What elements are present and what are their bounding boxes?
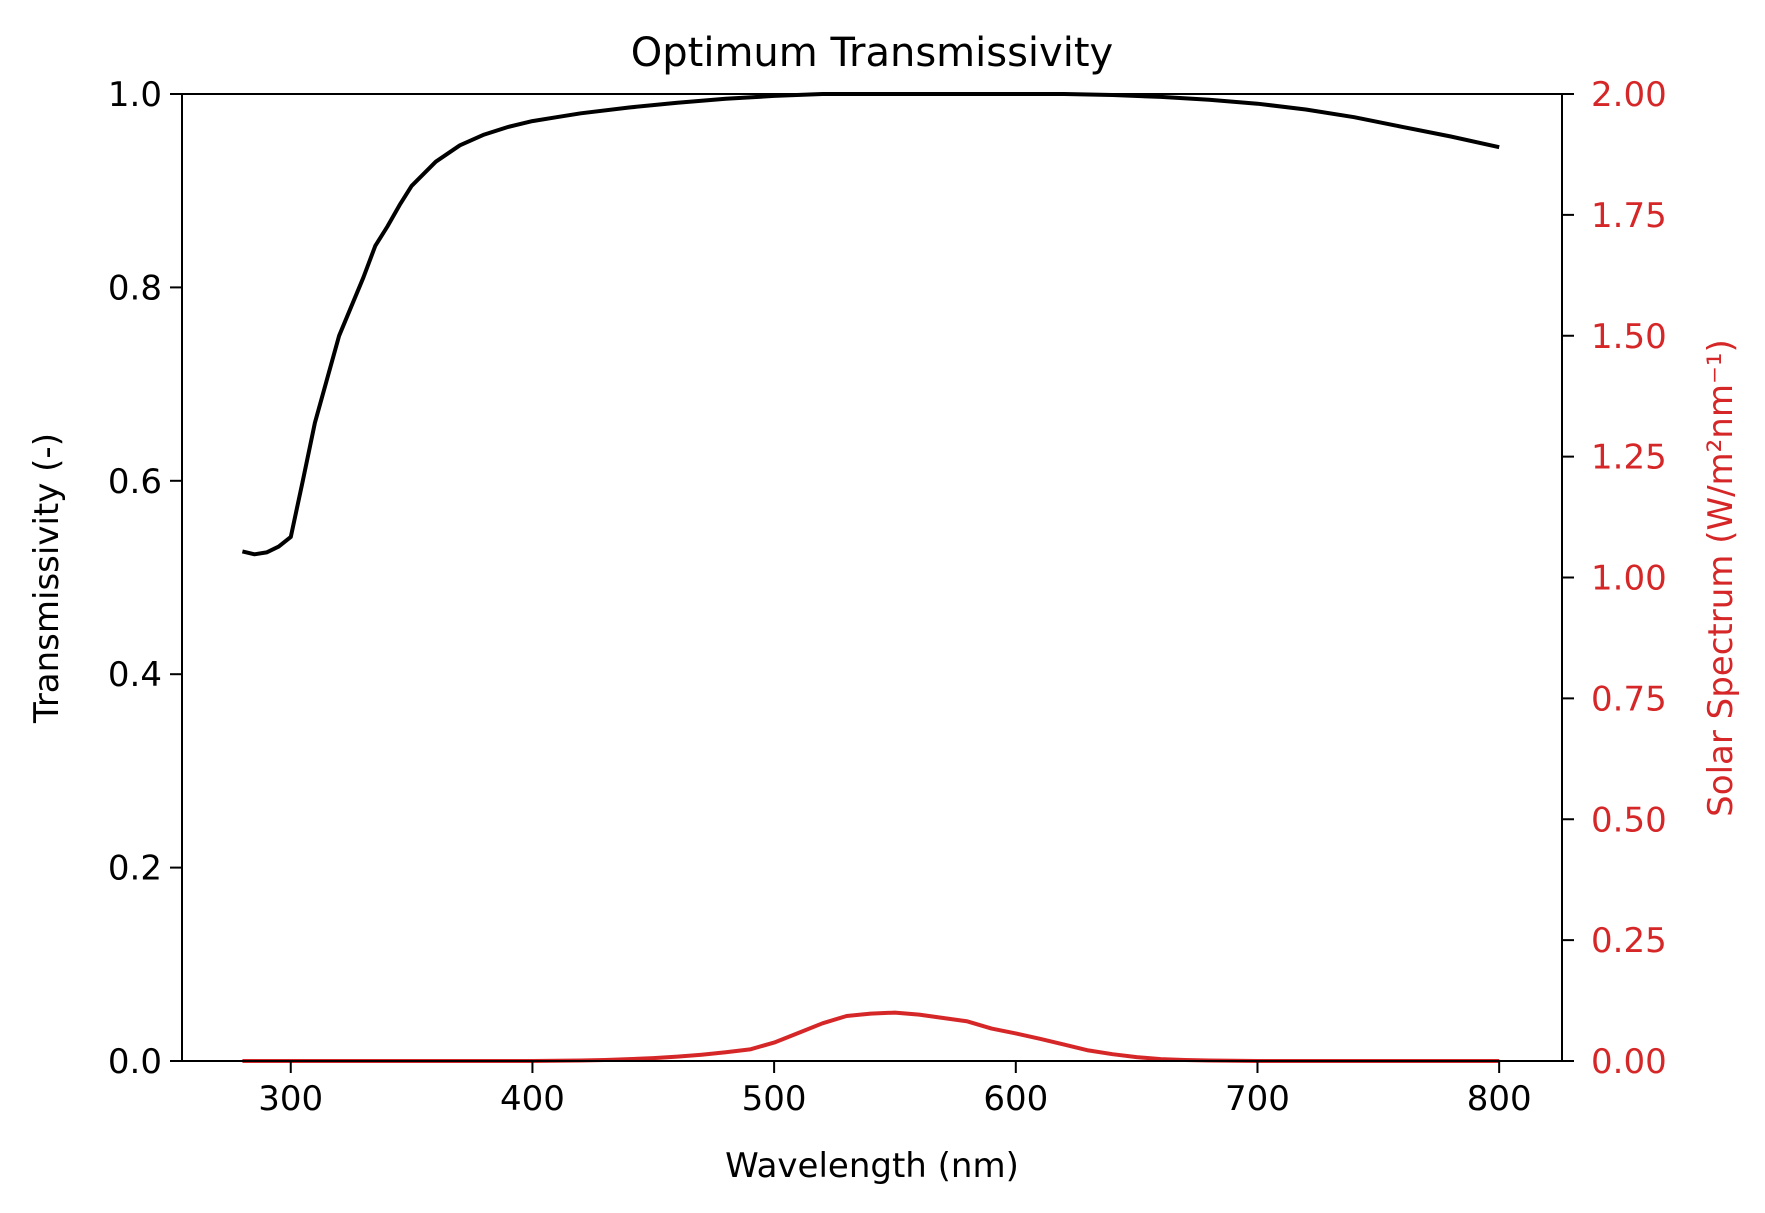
y2-tick-label: 0.25 [1591, 921, 1667, 961]
x-tick-label: 400 [500, 1079, 565, 1119]
y2-tick-label: 1.75 [1591, 196, 1667, 236]
y-tick-label: 0.6 [108, 462, 162, 502]
x-tick-label: 700 [1225, 1079, 1290, 1119]
x-tick-label: 300 [258, 1079, 323, 1119]
y2-tick-label: 0.75 [1591, 679, 1667, 719]
y-tick-label: 0.2 [108, 849, 162, 889]
plot-area [182, 94, 1562, 1061]
x-tick-label: 800 [1467, 1079, 1532, 1119]
y2-tick-label: 0.00 [1591, 1042, 1667, 1082]
y2-axis-ticks: 0.00 0.25 0.50 0.75 1.00 1.25 1.50 1.75 2.00 [1562, 75, 1667, 1082]
y2-tick-label: 1.00 [1591, 559, 1667, 599]
y2-tick-label: 1.25 [1591, 438, 1667, 478]
series-layer [241, 92, 1500, 1063]
x-tick-label: 600 [983, 1079, 1048, 1119]
y-tick-label: 1.0 [108, 75, 162, 115]
y-axis-ticks: 0.0 0.2 0.4 0.6 0.8 1.0 [108, 75, 182, 1082]
y-tick-label: 0.8 [108, 268, 162, 308]
y2-axis-title: Solar Spectrum (W/m²nm⁻¹) [1701, 339, 1741, 817]
y2-tick-label: 2.00 [1591, 75, 1667, 115]
y-axis-title: Transmissivity (-) [27, 433, 67, 724]
x-axis-ticks: 300 400 500 600 700 800 [258, 1061, 1532, 1119]
transmissivity-line [241, 92, 1500, 557]
y2-tick-label: 1.50 [1591, 317, 1667, 357]
y2-tick-label: 0.50 [1591, 800, 1667, 840]
y-tick-label: 0.0 [108, 1042, 162, 1082]
x-axis-title: Wavelength (nm) [725, 1146, 1019, 1186]
x-tick-label: 500 [742, 1079, 807, 1119]
chart-title: Optimum Transmissivity [631, 30, 1113, 76]
solar-spectrum-line [242, 1010, 1500, 1063]
y-tick-label: 0.4 [108, 655, 162, 695]
